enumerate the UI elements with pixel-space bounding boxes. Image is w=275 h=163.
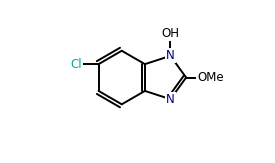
Text: N: N xyxy=(166,93,175,106)
Text: N: N xyxy=(166,49,175,62)
Text: Cl: Cl xyxy=(70,58,82,71)
Text: OH: OH xyxy=(161,27,179,40)
Text: OMe: OMe xyxy=(197,71,224,84)
